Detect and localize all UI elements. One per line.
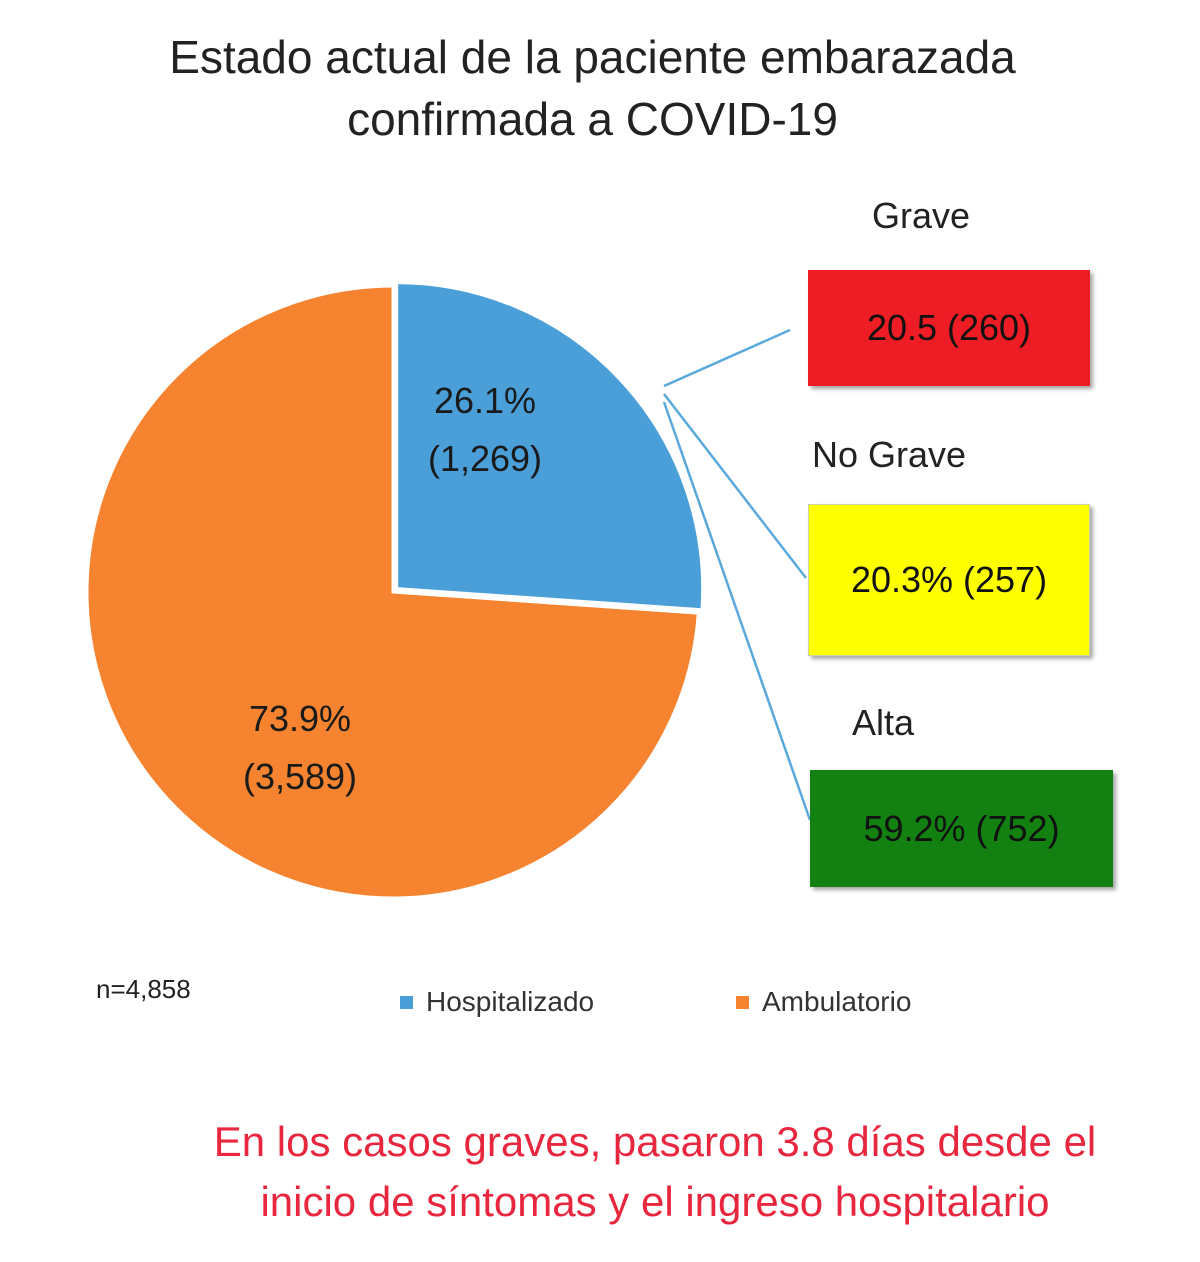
hospitalizado-count-label: (1,269) <box>427 438 543 479</box>
ambulatorio-count-label: (3,589) <box>242 756 358 797</box>
legend-label-ambulatorio: Ambulatorio <box>762 986 912 1017</box>
legend-swatch-hospitalizado <box>400 995 413 1009</box>
no-grave-value: 20.3% (257) <box>850 559 1048 600</box>
ambulatorio-slice-label: 73.9% (3,589) <box>200 690 400 806</box>
pie-slice-ambulatorio <box>85 284 700 900</box>
legend-item-hospitalizado: Hospitalizado <box>400 986 594 1018</box>
hospitalizado-slice-label: 26.1% (1,269) <box>390 372 580 488</box>
hospitalizado-percent-label: 26.1% <box>433 380 537 421</box>
grave-title: Grave <box>872 195 971 236</box>
grave-value: 20.5 (260) <box>866 307 1032 348</box>
pie-slice-hospitalizado <box>395 281 705 612</box>
legend-item-ambulatorio: Ambulatorio <box>736 986 911 1018</box>
sample-size-label: n=4,858 <box>96 974 191 1004</box>
alta-title: Alta <box>852 702 915 743</box>
alta-box: 59.2% (752) <box>810 770 1113 887</box>
connector-line-grave <box>663 328 791 388</box>
no-grave-title: No Grave <box>812 434 967 475</box>
footnote: En los casos graves, pasaron 3.8 días de… <box>110 1112 1200 1232</box>
footnote-line-1: En los casos graves, pasaron 3.8 días de… <box>213 1118 1097 1165</box>
chart-title: Estado actual de la paciente embarazada … <box>0 26 1185 150</box>
legend-label-hospitalizado: Hospitalizado <box>426 986 595 1017</box>
connector-line-no-grave <box>663 393 807 579</box>
alta-value: 59.2% (752) <box>863 807 1060 849</box>
chart-title-line-1: Estado actual de la paciente embarazada <box>169 31 1016 83</box>
legend-swatch-ambulatorio <box>736 995 749 1009</box>
footnote-line-2: inicio de síntomas y el ingreso hospital… <box>260 1178 1050 1225</box>
connector-line-alta <box>662 401 812 821</box>
grave-box: 20.5 (260) <box>808 270 1090 386</box>
chart-title-line-2: confirmada a COVID-19 <box>347 93 838 145</box>
no-grave-box: 20.3% (257) <box>808 504 1090 656</box>
ambulatorio-percent-label: 73.9% <box>248 698 352 739</box>
